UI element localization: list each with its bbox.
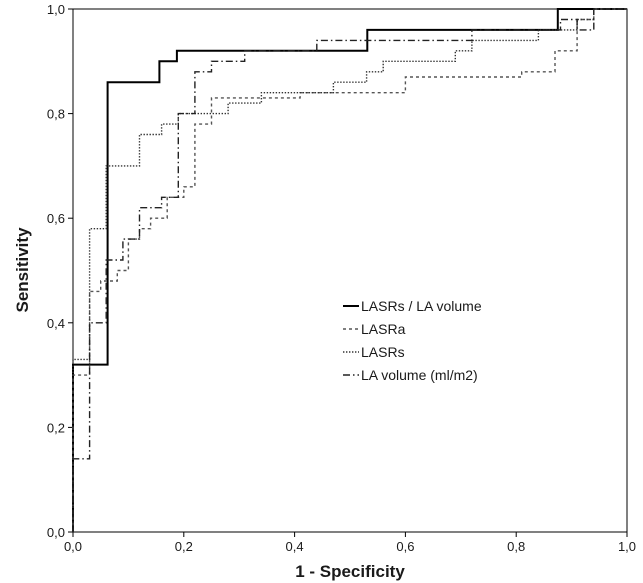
x-tick-label: 1,0	[618, 539, 636, 554]
legend-label-1: LASRs / LA volume	[361, 298, 482, 314]
plot-frame	[72, 8, 628, 533]
axis-ticks: 0,0 0,2 0,4 0,6 0,8 1,0 0,0 0,2 0,4 0,6 0,8 1,0	[47, 2, 636, 554]
series-line-3	[72, 8, 627, 532]
y-tick-label: 0,2	[47, 420, 65, 435]
y-tick-label: 0,8	[47, 107, 65, 122]
y-tick-label: 0,6	[47, 211, 65, 226]
legend-label-2: LASRa	[361, 321, 406, 337]
y-tick-label: 0,4	[47, 316, 65, 331]
y-tick-label: 1,0	[47, 2, 65, 17]
x-tick-label: 0,4	[286, 539, 304, 554]
x-axis-title: 1 - Specificity	[295, 562, 405, 581]
legend: LASRs / LA volume LASRa LASRs LA volume (ml…	[343, 298, 482, 383]
x-tick-label: 0,8	[507, 539, 525, 554]
x-tick-label: 0,2	[175, 539, 193, 554]
legend-label-4: LA volume (ml/m2)	[361, 367, 478, 383]
series-layer	[72, 8, 627, 532]
y-tick-label: 0,0	[47, 525, 65, 540]
x-tick-label: 0,6	[396, 539, 414, 554]
series-line-1	[72, 8, 627, 532]
series-line-2	[72, 8, 627, 532]
legend-label-3: LASRs	[361, 344, 405, 360]
y-axis-title: Sensitivity	[13, 227, 32, 313]
x-tick-label: 0,0	[64, 539, 82, 554]
series-line-4	[72, 8, 627, 532]
